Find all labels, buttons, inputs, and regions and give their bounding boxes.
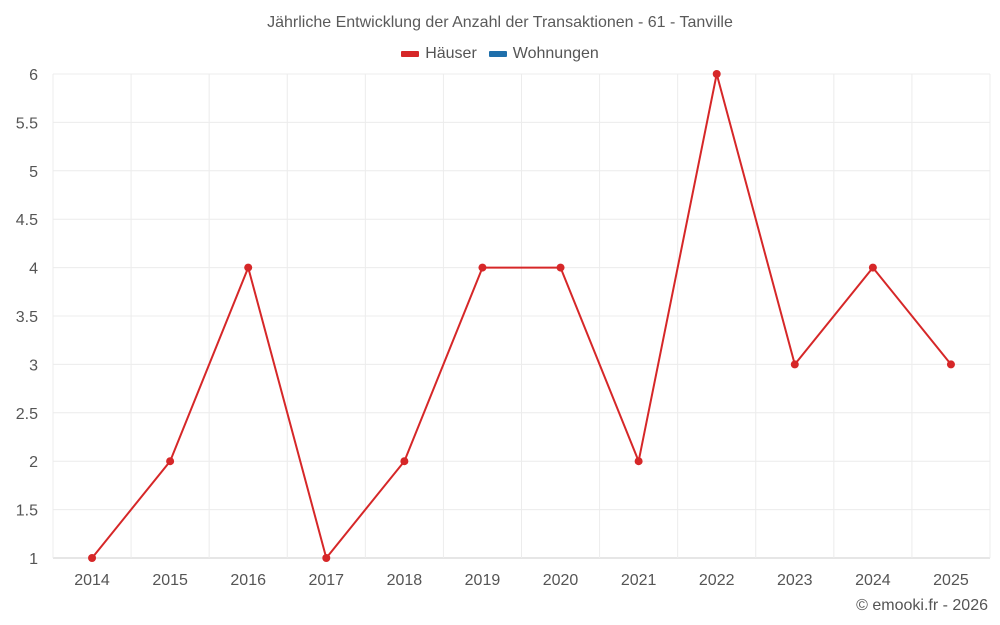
data-point [322,554,331,562]
data-point [634,457,643,466]
chart-title: Jährliche Entwicklung der Anzahl der Tra… [267,14,733,31]
legend-label-wohnungen: Wohnungen [512,45,599,62]
legend: Häuser Wohnungen [0,45,1000,63]
y-tick-label: 4 [29,261,38,278]
x-tick-label: 2019 [465,572,501,589]
y-tick-label: 5 [29,164,38,181]
legend-swatch-wohnungen [488,51,507,57]
data-point [946,360,955,369]
data-point [712,70,721,78]
data-point [478,263,487,272]
legend-label-haeuser: Häuser [425,45,477,62]
data-point [244,263,253,272]
legend-item-haeuser[interactable]: Häuser [401,45,477,63]
x-tick-label: 2023 [777,572,813,589]
y-tick-label: 1 [29,551,38,568]
credit-text: © emooki.fr - 2026 [856,597,988,614]
x-tick-label: 2020 [543,572,579,589]
series-line-0 [91,73,952,559]
y-tick-label: 1.5 [16,503,38,520]
x-tick-label: 2015 [152,572,188,589]
x-tick-label: 2016 [230,572,266,589]
data-point [790,360,799,369]
y-tick-label: 2.5 [16,406,38,423]
y-tick-label: 4.5 [16,212,38,229]
x-tick-label: 2025 [933,572,969,589]
y-tick-label: 6 [29,67,38,84]
data-point [556,263,565,272]
x-tick-label: 2022 [699,572,735,589]
y-tick-label: 2 [29,454,38,471]
y-tick-label: 5.5 [16,115,38,132]
legend-item-wohnungen[interactable]: Wohnungen [488,45,599,63]
legend-swatch-haeuser [401,51,420,57]
y-tick-label: 3.5 [16,309,38,326]
x-tick-label: 2017 [308,572,344,589]
data-point [400,457,409,466]
x-tick-label: 2024 [855,572,891,589]
data-point [868,263,877,272]
data-point [88,554,97,562]
x-tick-label: 2018 [387,572,423,589]
y-tick-label: 3 [29,357,38,374]
x-tick-label: 2014 [74,572,110,589]
x-tick-label: 2021 [621,572,657,589]
data-point [166,457,175,466]
